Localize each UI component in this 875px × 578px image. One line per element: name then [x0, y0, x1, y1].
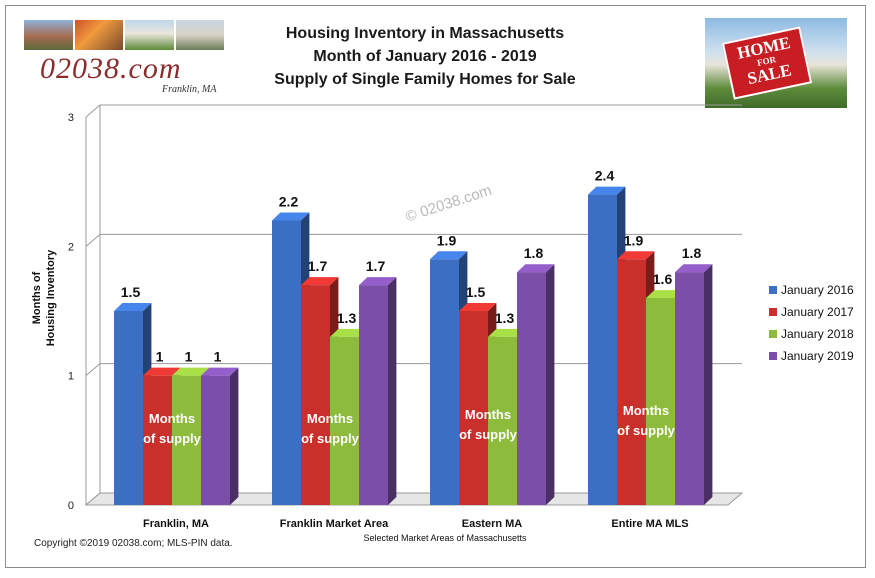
bar-top	[172, 367, 210, 376]
bar	[430, 259, 459, 505]
bar-top	[488, 328, 526, 337]
bar-top	[675, 264, 713, 273]
bar-top	[430, 251, 468, 260]
bar-inner-label: of supply	[617, 423, 676, 438]
data-label: 1.6	[653, 271, 673, 287]
bar	[272, 220, 301, 505]
logo-subtitle: Franklin, MA	[162, 84, 217, 95]
data-label: 1.5	[121, 284, 141, 300]
x-tick-label: Eastern MA	[462, 518, 523, 530]
bar-top	[114, 303, 152, 311]
bar	[172, 375, 201, 505]
town-photo	[24, 20, 73, 50]
y-axis-title-line-1: Months of	[31, 271, 43, 324]
data-label: 2.2	[279, 193, 299, 209]
bar	[143, 375, 172, 505]
bar	[517, 272, 546, 505]
foliage-photo	[74, 20, 123, 50]
data-label: 1.7	[308, 258, 328, 274]
data-label: 1.3	[337, 310, 357, 326]
watermark: © 02038.com	[403, 182, 493, 226]
bar	[488, 336, 517, 505]
y-tick-label: 2	[68, 241, 74, 253]
title-line-3: Supply of Single Family Homes for Sale	[274, 71, 576, 88]
legend-label: January 2017	[781, 305, 854, 319]
statue-photo	[175, 20, 224, 50]
bar-top	[301, 277, 339, 286]
y-tick-label: 0	[68, 500, 74, 512]
data-label: 1	[214, 349, 222, 365]
bar-top	[143, 367, 181, 376]
bar-top	[588, 186, 626, 195]
legend-swatch	[769, 352, 777, 360]
y-axis-title-line-2: Housing Inventory	[45, 249, 57, 346]
bar	[201, 375, 230, 505]
bar	[301, 285, 330, 505]
y-tick-label: 1	[68, 371, 74, 383]
gridline-side	[85, 104, 101, 118]
bar-top	[272, 212, 310, 221]
bar-side	[546, 264, 555, 505]
bar	[330, 336, 359, 505]
bar-top	[330, 328, 368, 337]
data-label: 2.4	[595, 168, 615, 184]
data-label: 1.8	[682, 245, 702, 261]
bar	[675, 272, 704, 505]
legend-label: January 2018	[781, 327, 854, 341]
data-label: 1	[156, 349, 164, 365]
bar-top	[646, 290, 684, 299]
title-line-1: Housing Inventory in Massachusetts	[285, 25, 565, 42]
bar-inner-label: Months	[465, 407, 511, 422]
bar-top	[459, 303, 497, 311]
home-for-sale-photo: HOME FOR SALE	[705, 18, 847, 108]
x-tick-label: Franklin, MA	[143, 518, 209, 530]
bar-inner-label: of supply	[143, 431, 202, 446]
y-tick-label: 3	[68, 112, 74, 124]
copyright-text: Copyright ©2019 02038.com; MLS-PIN data.	[34, 538, 233, 549]
bar	[359, 285, 388, 505]
x-tick-label: Entire MA MLS	[611, 518, 688, 530]
data-label: 1.9	[437, 232, 457, 248]
bar-top	[617, 251, 655, 260]
bar-inner-label: Months	[149, 411, 195, 426]
bar	[646, 298, 675, 505]
data-label: 1.9	[624, 232, 644, 248]
legend-label: January 2019	[781, 349, 854, 363]
bar-inner-label: Months	[307, 411, 353, 426]
legend-swatch	[769, 330, 777, 338]
gridline-side	[85, 233, 101, 247]
header-photo-strip	[24, 20, 224, 50]
bar	[588, 194, 617, 505]
bar-top	[201, 367, 239, 376]
legend-label: January 2016	[781, 283, 854, 297]
data-label: 1	[185, 349, 193, 365]
bar	[114, 311, 143, 505]
data-label: 1.7	[366, 258, 386, 274]
data-label: 1.5	[466, 284, 486, 300]
data-label: 1.8	[524, 245, 544, 261]
bar-inner-label: Months	[623, 403, 669, 418]
x-tick-label: Franklin Market Area	[280, 518, 389, 530]
gridline-side	[85, 363, 101, 377]
bar-inner-label: of supply	[301, 431, 360, 446]
bar-inner-label: of supply	[459, 427, 518, 442]
chart-title: Housing Inventory in Massachusetts Month…	[200, 22, 650, 91]
bar	[459, 311, 488, 505]
legend-swatch	[769, 286, 777, 294]
bar-side	[704, 264, 713, 505]
title-line-2: Month of January 2016 - 2019	[313, 48, 537, 65]
data-label: 1.3	[495, 310, 515, 326]
legend-swatch	[769, 308, 777, 316]
house-photo-small	[125, 20, 174, 50]
bar-side	[388, 277, 397, 505]
site-logo: 02038.com	[40, 52, 182, 85]
bar-top	[517, 264, 555, 273]
x-axis-title: Selected Market Areas of Massachusetts	[363, 533, 527, 543]
bar-top	[359, 277, 397, 286]
bar-side	[230, 367, 239, 505]
bar	[617, 259, 646, 505]
